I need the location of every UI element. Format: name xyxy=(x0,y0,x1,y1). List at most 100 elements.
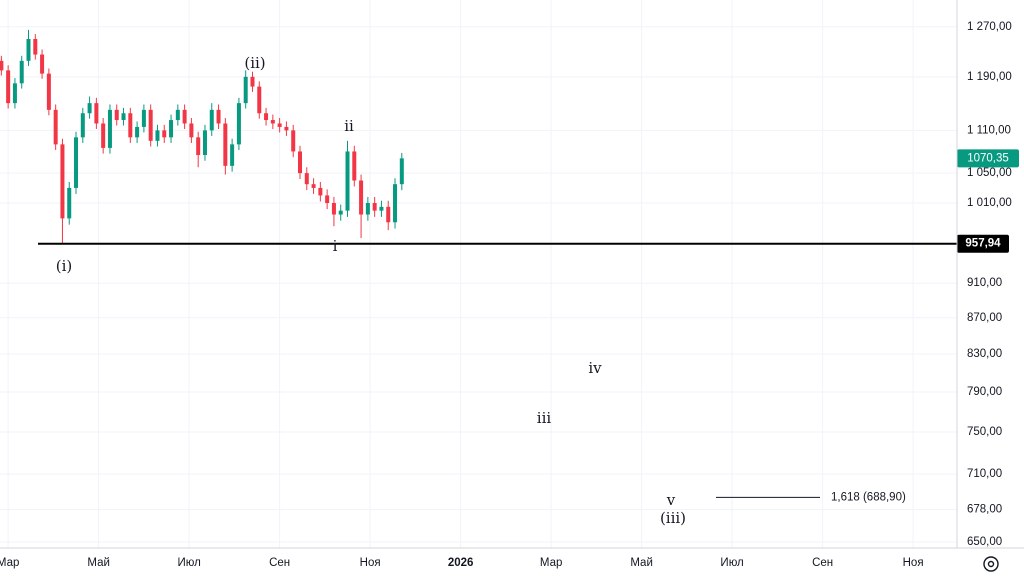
candle-body xyxy=(182,109,187,124)
candle-body xyxy=(352,151,357,181)
candle-body xyxy=(236,103,241,145)
wave-label: iv xyxy=(588,359,602,377)
candle-body xyxy=(359,180,364,215)
y-tick-label: 750,00 xyxy=(967,426,1002,438)
candle xyxy=(264,107,269,126)
candle xyxy=(175,104,180,126)
candle xyxy=(169,114,174,143)
candle-body xyxy=(202,130,207,156)
candle xyxy=(297,145,302,180)
candle-body xyxy=(53,109,58,145)
candle xyxy=(141,104,146,133)
candle xyxy=(331,196,336,227)
settings-icon[interactable] xyxy=(983,556,999,572)
candle xyxy=(304,167,309,191)
candle-body xyxy=(297,151,302,174)
candle xyxy=(87,96,92,119)
candle xyxy=(46,68,51,116)
candle xyxy=(352,145,357,187)
candle-body xyxy=(216,109,221,124)
candle xyxy=(33,34,38,60)
candle-body xyxy=(284,126,289,131)
candle xyxy=(277,118,282,133)
candle xyxy=(40,49,45,79)
candle-body xyxy=(155,130,160,141)
candle-body xyxy=(311,184,316,188)
x-tick-label: Май xyxy=(630,557,653,569)
candle-body xyxy=(6,70,11,104)
x-tick-label: 2026 xyxy=(448,557,474,569)
x-tick-label: Мар xyxy=(540,557,563,569)
candle-body xyxy=(318,187,323,196)
wave-label: v xyxy=(666,491,676,509)
candle xyxy=(359,174,364,239)
candle xyxy=(270,114,275,129)
x-tick-label: Ноя xyxy=(360,557,381,569)
candle-body xyxy=(94,103,99,124)
candle-body xyxy=(33,38,38,55)
candle xyxy=(53,104,58,151)
candle xyxy=(311,178,316,194)
candle xyxy=(19,55,24,89)
candle xyxy=(250,71,255,92)
candle xyxy=(372,196,377,217)
candle-body xyxy=(40,54,45,74)
candle xyxy=(202,124,207,161)
candle-body xyxy=(12,83,17,104)
candle-body xyxy=(121,113,126,121)
settings-bg[interactable] xyxy=(978,551,1004,577)
candle-body xyxy=(345,151,350,211)
candle xyxy=(393,178,398,229)
y-tick-label: 1 050,00 xyxy=(967,167,1012,179)
candle xyxy=(101,118,106,154)
candle xyxy=(365,196,370,221)
candle-body xyxy=(270,120,275,124)
x-tick-label: Мар xyxy=(0,557,19,569)
candle-body xyxy=(264,113,269,121)
candle-body xyxy=(277,123,282,127)
candle-body xyxy=(230,144,235,166)
candle xyxy=(135,121,140,143)
y-tick-label: 870,00 xyxy=(967,312,1002,324)
candle-body xyxy=(243,76,248,104)
candle-body xyxy=(386,206,391,223)
wave-label: (iii) xyxy=(660,509,686,527)
support-label: 957,94 xyxy=(965,238,1001,250)
candle-body xyxy=(189,123,194,138)
x-tick-label: Ноя xyxy=(903,557,924,569)
candle xyxy=(236,97,241,151)
candle xyxy=(148,104,153,147)
candle-body xyxy=(250,76,255,87)
candle xyxy=(189,118,194,143)
candle-body xyxy=(399,158,404,185)
candle xyxy=(74,131,79,194)
x-tick-label: Июл xyxy=(177,557,200,569)
candle-body xyxy=(19,60,24,84)
candle-body xyxy=(114,109,119,121)
wave-label: (ii) xyxy=(244,54,265,72)
candle-body xyxy=(141,109,146,127)
candle xyxy=(128,107,133,143)
candle xyxy=(196,131,201,168)
y-tick-label: 1 010,00 xyxy=(967,197,1012,209)
x-tick-label: Сен xyxy=(812,557,833,569)
candle xyxy=(230,138,235,172)
candle-body xyxy=(372,203,377,211)
candle-body xyxy=(257,86,262,114)
y-tick-label: 1 190,00 xyxy=(967,71,1012,83)
y-tick-label: 1 110,00 xyxy=(967,124,1011,136)
candle xyxy=(182,104,187,129)
y-tick-label: 710,00 xyxy=(967,468,1002,480)
candle-body xyxy=(331,203,336,215)
candle xyxy=(379,200,384,217)
candle xyxy=(284,121,289,136)
candle xyxy=(26,29,31,66)
candle-body xyxy=(60,144,65,219)
candle xyxy=(386,200,391,231)
candle-body xyxy=(196,137,201,156)
settings-button[interactable] xyxy=(978,551,1004,577)
candle-body xyxy=(87,103,92,114)
y-tick-label: 650,00 xyxy=(967,536,1002,548)
candle xyxy=(67,181,72,225)
